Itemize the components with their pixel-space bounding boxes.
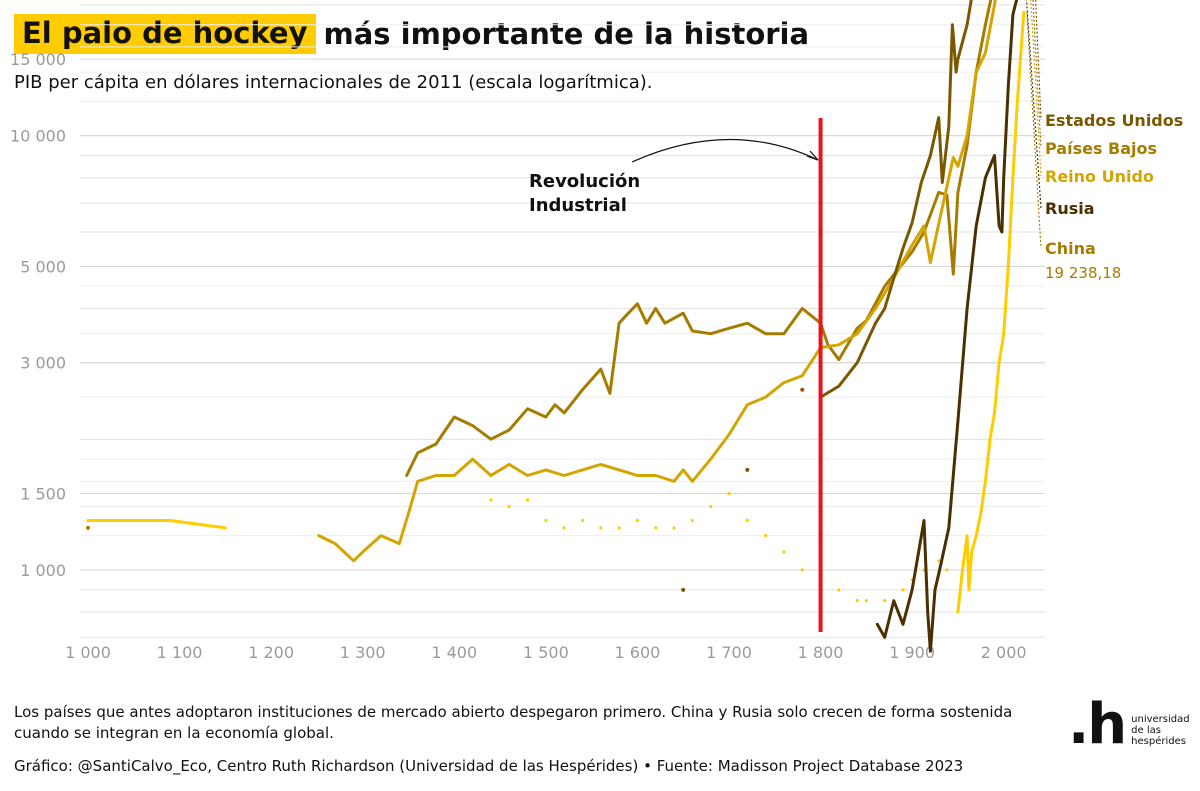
series-point-dotted — [654, 526, 658, 530]
series-point-dotted — [883, 599, 887, 603]
series-end-labels: Estados Unidos Países Bajos Reino Unido Rus… — [1025, 0, 1183, 282]
y-tick-label: 3 000 — [20, 354, 66, 373]
series-line-china — [86, 519, 227, 530]
logo-mark: .h — [1068, 692, 1127, 757]
x-tick-label: 1 500 — [523, 643, 569, 662]
y-tick-label: 15 000 — [10, 50, 66, 69]
x-tick-label: 1 200 — [248, 643, 294, 662]
chart-subtitle: PIB per cápita en dólares internacionale… — [14, 72, 653, 93]
end-label: China — [1045, 239, 1096, 258]
y-tick-label: 10 000 — [10, 127, 66, 146]
logo-text: universidad de las hespérides — [1131, 714, 1189, 750]
title-rest: más importante de la historia — [323, 17, 810, 51]
series-point-dotted — [489, 498, 493, 502]
end-label-connector — [1026, 12, 1042, 249]
logo-line-2: de las — [1131, 725, 1161, 736]
series-point-dotted — [580, 518, 585, 523]
industrial-revolution-marker: Revolución Industrial — [529, 118, 823, 632]
end-label-value: 19 238,18 — [1045, 264, 1121, 282]
series-point-dotted — [709, 504, 713, 509]
footer-note: Los países que antes adoptaron instituci… — [14, 703, 1013, 742]
series-line-países-bajos — [405, 0, 993, 477]
grid — [80, 4, 1045, 638]
isolated-point — [86, 525, 90, 530]
series-point-dotted — [945, 568, 949, 572]
series-point-dotted — [937, 559, 941, 563]
isolated-point — [681, 587, 686, 592]
end-label: Estados Unidos — [1045, 111, 1183, 130]
series-line-rusia — [875, 0, 1019, 653]
end-label: Rusia — [1045, 199, 1095, 218]
series-point-dotted — [672, 526, 676, 530]
series-line-reino-unido — [317, 0, 997, 563]
series-point-dotted — [837, 588, 841, 592]
x-tick-label: 1 000 — [65, 643, 111, 662]
y-tick-label: 1 000 — [20, 561, 66, 580]
chart-title: El palo de hockey más importante de la h… — [14, 14, 809, 54]
isolated-point — [745, 467, 750, 472]
end-label-connector — [1032, 0, 1042, 149]
x-axis: 1 000 1 100 1 200 1 300 1 400 1 500 1 600 1 700… — [65, 643, 1027, 662]
footer-credit: Gráfico: @SantiCalvo_Eco, Centro Ruth Ri… — [14, 757, 964, 775]
isolated-point — [800, 387, 805, 392]
series-point-dotted — [864, 599, 868, 603]
series-point-dotted — [617, 526, 621, 530]
x-tick-label: 1 800 — [798, 643, 844, 662]
annotation-arrow — [631, 138, 819, 163]
annotation-arrowhead — [806, 150, 819, 161]
annotation-label-line1: Revolución — [529, 171, 640, 192]
x-tick-label: 1 600 — [615, 643, 661, 662]
university-logo: .h universidad de las hespérides — [1068, 692, 1190, 757]
x-tick-label: 1 900 — [889, 643, 935, 662]
series-point-dotted — [690, 518, 694, 523]
series-point-dotted — [544, 518, 548, 523]
series-line-china — [956, 10, 1026, 614]
series-point-dotted — [562, 526, 566, 530]
logo-line-3: hespérides — [1131, 736, 1186, 747]
logo-line-1: universidad — [1131, 714, 1190, 725]
series-lines — [86, 0, 1026, 653]
y-tick-label: 1 500 — [20, 485, 66, 504]
x-tick-label: 1 700 — [706, 643, 752, 662]
series-point-dotted — [764, 534, 768, 538]
series-point-dotted — [745, 518, 749, 523]
series-point-dotted — [727, 491, 731, 496]
series-point-dotted — [525, 498, 530, 502]
annotation-label-line2: Industrial — [529, 195, 627, 216]
x-tick-label: 1 300 — [340, 643, 386, 662]
series-point-dotted — [800, 568, 804, 572]
title-highlight: El palo de hockey — [14, 14, 316, 54]
x-tick-label: 1 100 — [157, 643, 203, 662]
series-point-dotted — [599, 526, 603, 530]
series-point-dotted — [901, 588, 905, 592]
series-point-dotted — [507, 504, 511, 509]
series-line-estados-unidos — [819, 0, 973, 399]
series-point-dotted — [635, 518, 640, 523]
series-point-dotted — [782, 550, 786, 554]
series-point-dotted — [855, 599, 859, 603]
end-label: Países Bajos — [1045, 139, 1157, 158]
y-tick-label: 5 000 — [20, 257, 66, 276]
x-tick-label: 2 000 — [981, 643, 1027, 662]
end-label: Reino Unido — [1045, 167, 1154, 186]
x-tick-label: 1 400 — [431, 643, 477, 662]
